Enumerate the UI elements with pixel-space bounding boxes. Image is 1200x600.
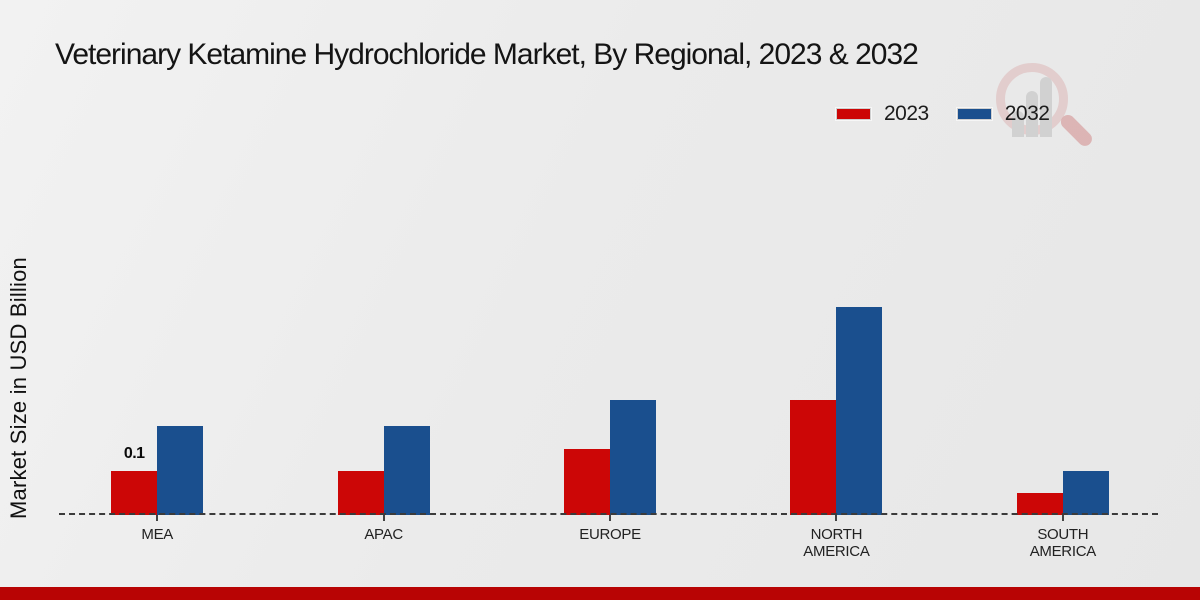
- market-research-logo-watermark: [988, 55, 1098, 155]
- bar-group-north-america: [723, 235, 949, 515]
- x-label-slot-mea: MEA: [44, 515, 270, 561]
- category-label-mea: MEA: [141, 526, 173, 543]
- category-label-apac: APAC: [364, 526, 403, 543]
- chart-legend: 2023 2032: [836, 102, 1050, 126]
- y-axis-label: Market Size in USD Billion: [6, 257, 31, 519]
- legend-label-2032: 2032: [1004, 102, 1050, 125]
- legend-label-2023: 2023: [884, 102, 929, 125]
- bar-2023-north-america: [790, 400, 837, 515]
- bar-2032-north-america: [836, 307, 883, 515]
- x-axis-baseline: [59, 513, 1158, 515]
- category-label-north-america: NORTH AMERICA: [803, 526, 870, 561]
- x-label-slot-north-america: NORTH AMERICA: [723, 515, 949, 561]
- axis-tick: [835, 515, 838, 521]
- logo-bar-icon: [1012, 111, 1024, 137]
- bar-2023-apac: [337, 471, 384, 515]
- category-label-south-america: SOUTH AMERICA: [1029, 526, 1097, 561]
- bar-2032-europe: [610, 400, 657, 515]
- legend-swatch-2023: [836, 108, 871, 120]
- bar-group-south-america: [950, 235, 1176, 515]
- axis-tick: [1061, 515, 1064, 521]
- legend-item-2032: 2032: [956, 102, 1050, 126]
- x-label-slot-europe: EUROPE: [497, 515, 723, 561]
- bar-2032-apac: [383, 426, 430, 515]
- bar-2023-mea: 0.1: [111, 445, 158, 515]
- footer-accent-band: [0, 587, 1200, 600]
- axis-tick: [382, 515, 385, 521]
- chart-title: Veterinary Ketamine Hydrochloride Market…: [55, 38, 919, 71]
- axis-tick: [156, 515, 159, 521]
- data-label-2023-mea: 0.1: [123, 445, 145, 462]
- legend-item-2023: 2023: [836, 102, 929, 126]
- bar-2023-south-america: [1016, 493, 1063, 515]
- bar-group-mea: 0.1: [44, 235, 270, 515]
- x-axis-labels: MEA APAC EUROPE NORTH AMERICA SOUTH AMERICA: [44, 515, 1176, 561]
- x-label-slot-south-america: SOUTH AMERICA: [950, 515, 1176, 561]
- bar-group-apac: [270, 235, 496, 515]
- bar-2023-europe: [564, 449, 611, 515]
- logo-bar-icon: [1040, 77, 1052, 137]
- bar-2032-south-america: [1062, 471, 1109, 515]
- category-label-europe: EUROPE: [579, 526, 641, 543]
- magnifier-handle-icon: [1058, 112, 1095, 149]
- plot-area: 0.1: [44, 235, 1176, 515]
- logo-bar-icon: [1026, 91, 1038, 137]
- x-label-slot-apac: APAC: [270, 515, 496, 561]
- bar-group-europe: [497, 235, 723, 515]
- legend-swatch-2032: [956, 108, 992, 120]
- bar-2032-mea: [157, 426, 204, 515]
- axis-tick: [609, 515, 612, 521]
